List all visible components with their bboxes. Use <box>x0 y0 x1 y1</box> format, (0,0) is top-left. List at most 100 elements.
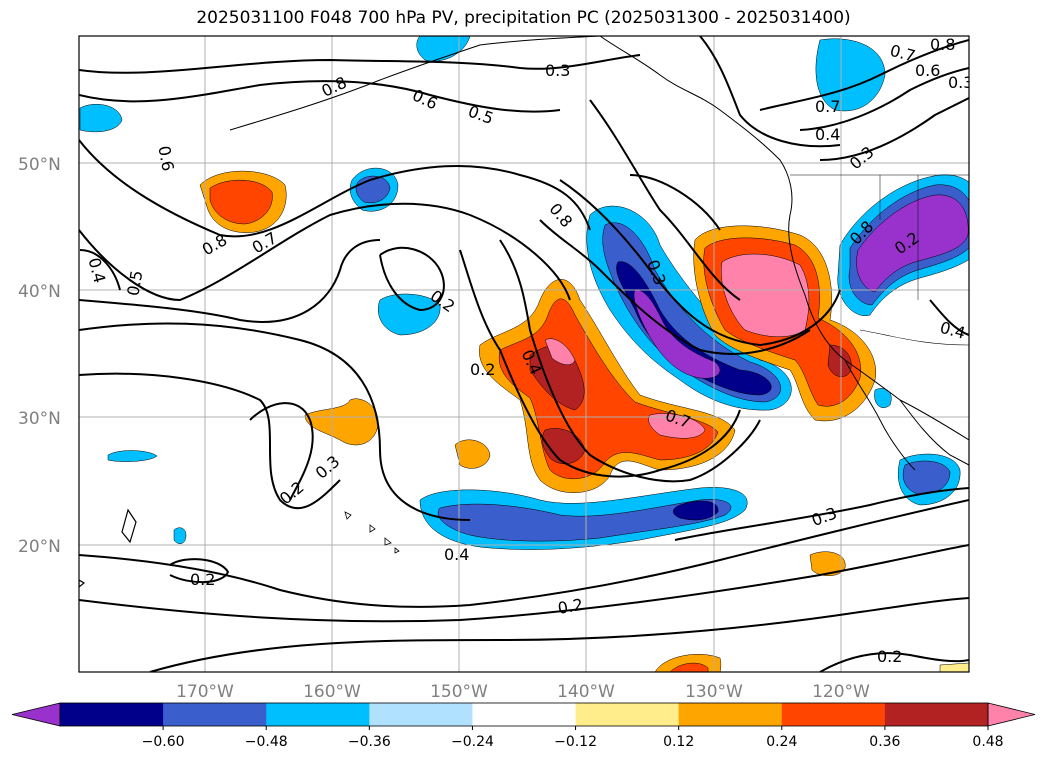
lon-label: 160°W <box>303 682 361 702</box>
neg-area-west <box>79 104 123 133</box>
pv-contour-3 <box>79 139 591 238</box>
colorbar-box <box>781 703 886 726</box>
neg-area-trough-purple <box>633 289 721 379</box>
pv-contour-11 <box>499 239 761 483</box>
pv-contour-27 <box>79 249 121 291</box>
neg-area-northeast-purple <box>856 194 969 293</box>
colorbar-tick-label: 0.48 <box>972 734 1003 750</box>
pos-area-west-red <box>209 179 273 225</box>
contour-label: 0.2 <box>470 360 495 379</box>
map-frame <box>78 35 970 673</box>
contour-label: 0.3 <box>545 61 570 80</box>
colorbar: −0.60 −0.48 −0.36 −0.24 −0.12 0.12 0.24 0.36 0.4… <box>11 702 1036 750</box>
pv-contour-18 <box>149 597 969 672</box>
colorbar-tick-label: −0.48 <box>245 734 288 750</box>
colorbar-tick-label: −0.60 <box>142 734 185 750</box>
pv-contour-12 <box>539 219 811 355</box>
map-title: 2025031100 F048 700 hPa PV, precipitatio… <box>196 8 851 28</box>
lon-label: 120°W <box>812 682 870 702</box>
pv-contour-7 <box>79 372 341 510</box>
contour-label: 0.4 <box>815 125 840 144</box>
contour-label: 0.2 <box>877 647 902 666</box>
colorbar-box <box>163 703 267 726</box>
colorbar-frame <box>59 702 989 727</box>
coastline-hawaii <box>344 511 400 554</box>
lon-label: 140°W <box>557 682 615 702</box>
border-us-mexico <box>859 329 969 346</box>
colorbar-box <box>472 703 577 726</box>
lon-label: 150°W <box>430 682 488 702</box>
pv-contour-25 <box>819 97 969 161</box>
coastline-alaska-peninsula <box>229 36 601 131</box>
coastline-small-island <box>121 508 137 544</box>
colorbar-tick-label: 0.12 <box>663 734 694 750</box>
pos-area-central-pink <box>544 338 576 365</box>
pv-contour-23 <box>759 39 969 111</box>
coastline-north-america <box>599 36 969 466</box>
contour-label: 0.7 <box>815 97 840 116</box>
pv-contour-6 <box>79 322 471 521</box>
colorbar-extend-min <box>11 702 61 727</box>
pv-contour-20 <box>819 652 969 672</box>
lat-label: 40°N <box>18 282 61 302</box>
contour-label: 0.3 <box>948 73 973 92</box>
contour-label: 0.2 <box>556 595 584 618</box>
latitude-labels: 50°N 40°N 30°N 20°N <box>18 155 61 557</box>
pos-area-small-2 <box>454 439 491 469</box>
pv-contour-17 <box>79 544 969 623</box>
contour-label: 0.6 <box>915 61 940 80</box>
lat-label: 30°N <box>18 409 61 429</box>
colorbar-tick-label: −0.24 <box>451 734 494 750</box>
colorbar-box <box>678 703 783 726</box>
lat-label: 20°N <box>18 537 61 557</box>
colorbar-tick-label: 0.36 <box>869 734 900 750</box>
pos-area-southeast <box>939 662 969 672</box>
border-state-1 <box>879 175 919 300</box>
graticule <box>79 36 969 672</box>
colorbar-box <box>884 703 989 726</box>
pv-contour-13 <box>559 179 841 347</box>
lat-label: 50°N <box>18 155 61 175</box>
coastline-small-island-2 <box>79 579 86 588</box>
contour-label: 0.4 <box>444 545 469 564</box>
pv-contour-4 <box>79 202 571 302</box>
lon-label: 170°W <box>176 682 234 702</box>
longitude-labels: 170°W 160°W 150°W 140°W 130°W 120°W <box>176 682 870 702</box>
pv-contour-8 <box>249 402 314 501</box>
pv-contour-2 <box>79 80 561 113</box>
pv-contour-15 <box>629 174 721 231</box>
pv-contour-14 <box>589 99 741 301</box>
pos-area-central-pink-2 <box>648 413 706 439</box>
colorbar-box <box>369 703 473 726</box>
pv-contours <box>79 36 969 672</box>
colorbar-box <box>575 703 680 726</box>
pv-contour-5 <box>79 239 381 323</box>
pv-contour-21 <box>674 487 969 541</box>
colorbar-tick-label: −0.36 <box>348 734 391 750</box>
neg-area-bering <box>416 36 471 62</box>
coastline-mexico <box>899 399 969 441</box>
contour-label: 0.5 <box>123 269 146 297</box>
pv-contour-1 <box>79 54 641 74</box>
colorbar-box <box>266 703 370 726</box>
pos-area-central-brick-2 <box>542 428 586 465</box>
pv-contour-9 <box>379 246 445 312</box>
pv-contour-24 <box>799 67 969 131</box>
contour-labels: 0.3 0.6 0.5 0.8 0.6 0.8 0.7 0.4 0.5 0.8 … <box>84 36 973 666</box>
colorbar-extend-max <box>987 702 1036 727</box>
precip-shading <box>79 36 969 672</box>
pos-area-south-red <box>669 662 709 672</box>
lon-label: 130°W <box>685 682 743 702</box>
contour-label: 0.6 <box>154 144 177 172</box>
coastline-baja <box>844 359 916 471</box>
pv-contour-22 <box>699 36 841 148</box>
neg-area-subtropical-navy <box>673 500 719 521</box>
contour-label: 0.2 <box>190 570 215 589</box>
neg-area-small-2 <box>377 293 441 336</box>
colorbar-tick-label: −0.12 <box>554 734 597 750</box>
neg-area-subtropical-blue <box>437 499 732 542</box>
pos-area-coast-brick <box>827 344 852 377</box>
colorbar-tick-label: 0.24 <box>766 734 797 750</box>
coastlines <box>79 36 969 588</box>
